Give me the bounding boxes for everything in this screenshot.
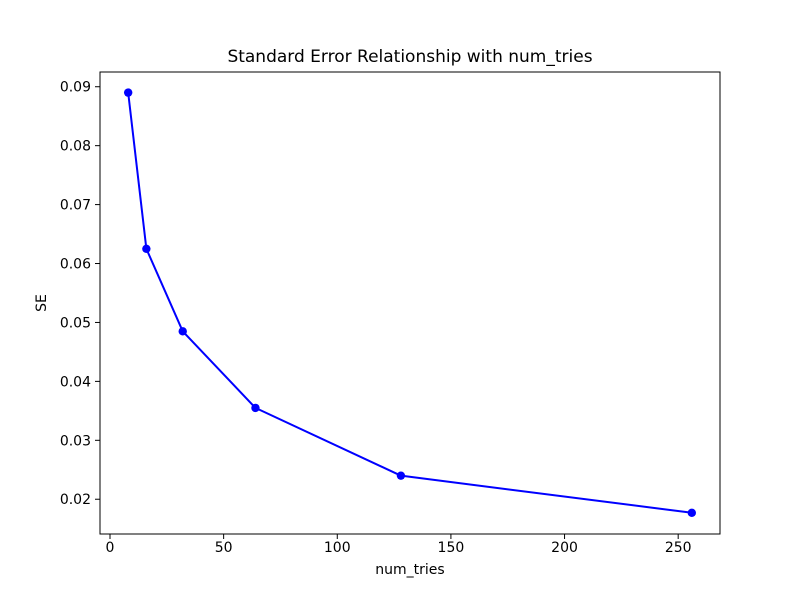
x-tick-label: 0 <box>106 540 115 556</box>
x-tick-label: 250 <box>665 540 692 556</box>
data-point <box>687 508 697 517</box>
plot-area: 0 50 100 150 200 250 0.02 0.03 0.04 0.05 0.06 0.07 0… <box>60 71 721 556</box>
chart-title: Standard Error Relationship with num_tri… <box>227 47 592 67</box>
data-point <box>396 471 406 480</box>
y-tick-label: 0.03 <box>60 433 91 449</box>
data-point <box>123 88 133 97</box>
x-tick-label: 150 <box>438 540 465 556</box>
x-tick-label: 50 <box>215 540 233 556</box>
y-tick-label: 0.02 <box>60 492 91 508</box>
y-axis-label: SE <box>34 294 50 312</box>
y-tick-label: 0.09 <box>60 80 91 96</box>
data-point <box>178 327 187 336</box>
data-point <box>251 403 260 413</box>
x-tick-label: 200 <box>551 540 578 556</box>
x-axis-label: num_tries <box>375 562 444 578</box>
data-point <box>142 244 151 253</box>
data-line <box>127 91 693 514</box>
y-tick-label: 0.08 <box>60 139 91 155</box>
y-tick-label: 0.07 <box>60 198 91 214</box>
axes-spines <box>99 71 721 535</box>
x-tick-label: 100 <box>324 540 351 556</box>
y-tick-label: 0.04 <box>60 374 91 390</box>
y-tick-label: 0.05 <box>60 315 91 331</box>
y-tick-label: 0.06 <box>60 257 91 273</box>
